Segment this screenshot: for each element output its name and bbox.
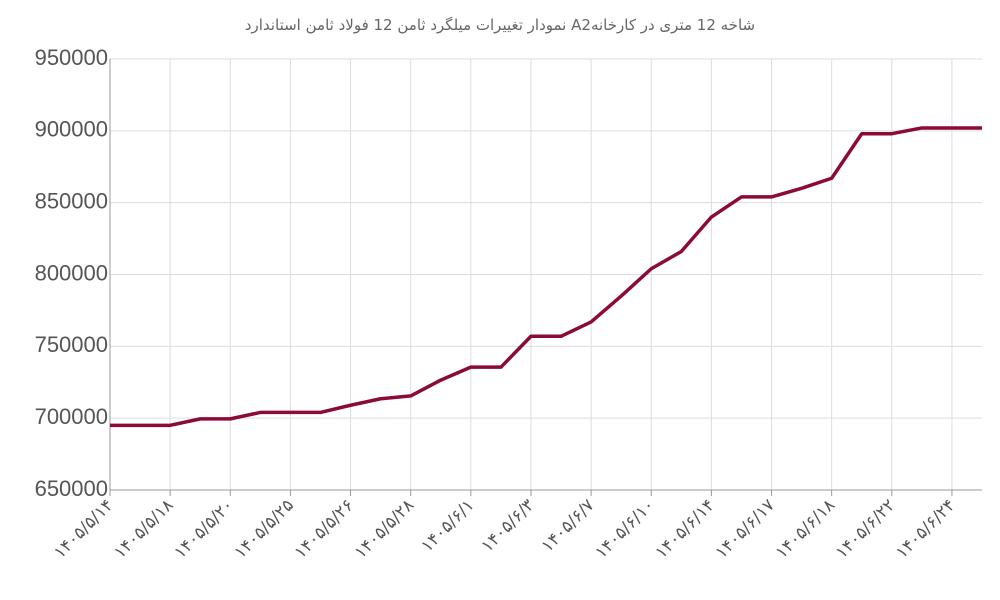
- x-tick-label: ۱۴۰۵/۵/۱۸: [110, 495, 177, 562]
- y-tick-label: 700000: [35, 404, 108, 429]
- x-tick-label: ۱۴۰۵/۵/۱۴: [50, 495, 117, 562]
- y-tick-label: 800000: [35, 260, 108, 285]
- x-tick-label: ۱۴۰۵/۶/۱: [417, 495, 478, 556]
- x-tick-label: ۱۴۰۵/۶/۷: [538, 495, 599, 556]
- x-tick-label: ۱۴۰۵/۶/۱۴: [651, 495, 718, 562]
- x-tick-label: ۱۴۰۵/۶/۱۰: [591, 495, 658, 562]
- x-tick-label: ۱۴۰۵/۶/۳: [478, 495, 539, 556]
- y-tick-label: 900000: [35, 117, 108, 142]
- x-tick-label: ۱۴۰۵/۵/۲۵: [231, 495, 298, 562]
- x-tick-label: ۱۴۰۵/۵/۲۰: [170, 495, 237, 562]
- x-tick-label: ۱۴۰۵/۵/۲۸: [351, 495, 418, 562]
- y-tick-label: 650000: [35, 476, 108, 501]
- y-tick-label: 950000: [35, 45, 108, 70]
- x-tick-label: ۱۴۰۵/۶/۲۲: [832, 495, 899, 562]
- chart-title: نمودار تغییرات میلگرد ثامن 12 فولاد ثامن…: [245, 16, 755, 34]
- y-tick-label: 750000: [35, 332, 108, 357]
- x-tick-label: ۱۴۰۵/۵/۲۶: [291, 495, 358, 562]
- x-tick-label: ۱۴۰۵/۶/۱۸: [772, 495, 839, 562]
- y-tick-label: 850000: [35, 188, 108, 213]
- x-tick-label: ۱۴۰۵/۶/۱۷: [712, 495, 779, 562]
- data-line: [110, 126, 982, 428]
- x-tick-label: ۱۴۰۵/۶/۲۴: [892, 495, 959, 562]
